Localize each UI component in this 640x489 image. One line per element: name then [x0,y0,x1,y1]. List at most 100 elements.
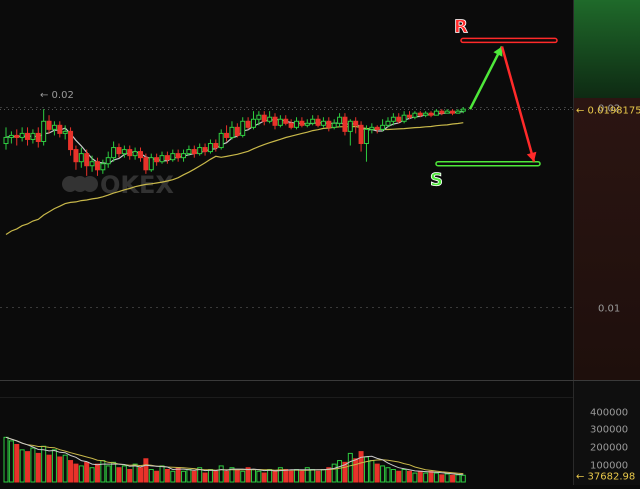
volume-bar [433,472,439,483]
volume-bar [218,465,224,483]
volume-bar [299,470,305,483]
candle-body [207,143,213,153]
volume-tick-label: 400000 [590,408,628,419]
candle-body [175,153,181,159]
candle-body [57,124,63,134]
volume-bar [245,467,251,483]
candle-body [213,143,219,149]
volume-bar [423,472,429,483]
volume-bar [417,470,423,483]
volume-averages [5,436,464,476]
axis-zone-above [573,0,640,98]
candle-body [111,147,117,159]
volume-bar [62,454,68,483]
volume-bar [127,468,133,483]
candle-body [272,116,278,126]
candle-body [14,134,20,138]
volume-bar [154,470,160,483]
volume-bar [138,467,143,483]
volume-bar [337,460,343,483]
volume-bar [68,460,74,483]
volume-bar [294,468,300,483]
candle-body [353,120,359,126]
support-label: S [430,170,443,191]
watermark-logo [62,176,98,192]
candle-body [202,147,208,153]
candle-body [218,132,224,149]
volume-bar [3,436,9,483]
support-resistance [435,37,558,167]
candle-body [315,118,321,126]
volume-bar [250,468,256,483]
candle-body [105,157,111,165]
volume-bar [170,470,176,483]
volume-bar [326,467,332,483]
volume-bar [407,470,412,483]
volume-bar [73,463,79,483]
candle-body [78,153,84,163]
candle-body [46,120,52,130]
volume-bar [450,474,456,483]
volume-bar [181,470,187,483]
candle-body [62,130,68,134]
candle-body [412,112,418,118]
candle-body [25,132,31,140]
projection-arrows [468,45,537,163]
volume-bar [51,449,57,483]
volume-bar [261,472,267,483]
candle-body [299,120,305,126]
candle-body [460,108,466,112]
candle-body [433,110,439,116]
candlesticks [3,107,466,176]
volume-bar [380,465,386,483]
candle-body [148,157,154,171]
candle-body [267,116,273,122]
volume-bar [46,454,52,483]
volume-bar [315,470,321,483]
volume-bar [234,468,240,483]
volume-bar [116,467,122,483]
volume-bar [374,463,380,483]
volume-bar [191,470,197,483]
volume-bar [159,465,165,483]
up-arrow-head [493,46,503,57]
volume-bar [358,451,364,483]
candle-body [197,147,203,155]
volume-bar [94,463,100,483]
volume-bar [25,451,31,483]
candle-body [191,149,197,155]
candle-body [342,116,348,132]
candle-body [84,153,90,167]
volume-bar [143,458,149,483]
volume-bar [455,474,461,483]
candle-body [369,126,375,130]
volume-axis-ticks: 400000 300000 200000 100000← 37682.98 [576,408,635,483]
volume-bar [8,440,14,483]
volume-bar [390,468,396,483]
candle-body [390,116,396,122]
volume-bar [401,468,407,483]
high-marker-label: ← 0.02 [40,90,74,101]
volume-bar [412,472,418,483]
volume-bar [121,465,127,483]
volume-bar [288,470,294,483]
volume-bar [89,467,95,483]
candle-body [444,110,450,114]
volume-bar [277,467,283,483]
volume-bars [3,436,466,483]
volume-bar [342,461,348,483]
candle-body [73,149,79,163]
volume-bar [186,468,192,483]
candle-body [229,126,235,138]
candle-body [363,128,369,145]
volume-bar [224,470,230,483]
volume-bar [105,465,111,483]
candle-body [450,110,456,114]
volume-bar [148,468,154,483]
candle-body [283,118,289,124]
volume-bar [30,447,36,483]
volume-axis-zone [573,380,640,485]
candle-body [401,114,407,122]
candle-body [94,161,100,171]
